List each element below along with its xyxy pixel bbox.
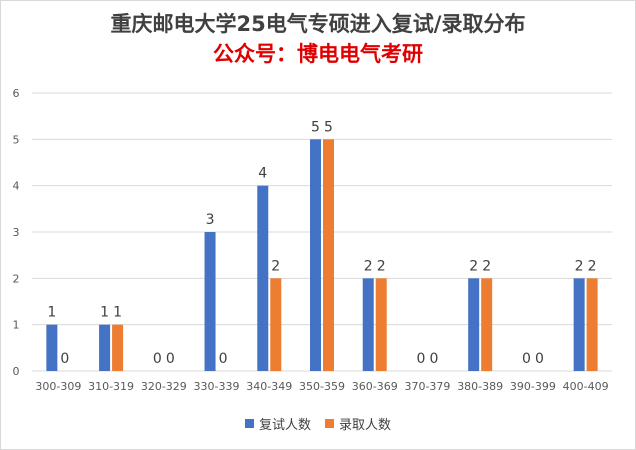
bar-admitted: [375, 278, 387, 371]
y-tick-label: 2: [13, 272, 20, 285]
data-label: 2: [575, 258, 584, 274]
x-tick-label: 350-359: [299, 380, 345, 393]
data-label: 1: [113, 305, 122, 321]
data-label: 4: [258, 166, 267, 182]
bar-applicants: [99, 324, 111, 371]
x-tick-label: 370-379: [404, 380, 450, 393]
x-tick-label: 380-389: [457, 380, 503, 393]
bar-applicants: [46, 324, 58, 371]
data-label: 0: [535, 351, 544, 367]
data-label: 0: [60, 351, 69, 367]
data-label: 1: [47, 305, 56, 321]
data-label: 1: [100, 305, 109, 321]
y-tick-label: 0: [13, 365, 20, 378]
bar-applicants: [362, 278, 374, 371]
data-label: 2: [377, 258, 386, 274]
legend-label-applicants: 复试人数: [258, 418, 311, 433]
bar-applicants: [468, 278, 480, 371]
bar-applicants: [310, 139, 321, 371]
bar-applicants: [257, 185, 269, 371]
data-label: 3: [206, 212, 215, 228]
data-label: 0: [153, 351, 162, 367]
bar-applicants: [204, 232, 216, 371]
data-label: 2: [588, 258, 597, 274]
legend-label-admitted: 录取人数: [339, 418, 392, 433]
legend-swatch-admitted: [325, 419, 334, 428]
x-tick-label: 390-399: [510, 380, 556, 393]
bar-admitted: [323, 139, 334, 371]
y-tick-label: 4: [13, 180, 20, 193]
x-tick-label: 400-409: [563, 380, 609, 393]
data-label: 0: [522, 351, 531, 367]
bar-applicants: [573, 278, 585, 371]
x-tick-label: 320-329: [141, 380, 187, 393]
data-label: 0: [429, 351, 438, 367]
bar-admitted: [112, 324, 124, 371]
data-label: 5: [311, 119, 320, 135]
data-label: 0: [416, 351, 425, 367]
x-tick-label: 310-319: [88, 380, 134, 393]
data-label: 2: [364, 258, 373, 274]
data-label: 0: [166, 351, 175, 367]
x-tick-label: 340-349: [246, 380, 292, 393]
x-tick-label: 300-309: [35, 380, 81, 393]
chart-subtitle: 公众号：博电电气考研: [213, 42, 423, 66]
x-tick-label: 330-339: [194, 380, 240, 393]
legend-item-applicants: 复试人数: [244, 414, 311, 433]
data-label: 5: [324, 119, 333, 135]
legend: 复试人数 录取人数: [0, 414, 636, 433]
legend-item-admitted: 录取人数: [325, 414, 391, 433]
chart-title: 重庆邮电大学25电气专硕进入复试/录取分布: [110, 12, 526, 36]
y-tick-label: 6: [13, 87, 20, 100]
data-label: 2: [271, 258, 280, 274]
y-tick-label: 3: [13, 226, 20, 239]
bar-admitted: [586, 278, 598, 371]
y-tick-label: 5: [13, 133, 20, 146]
y-tick-label: 1: [13, 319, 20, 332]
bar-admitted: [481, 278, 493, 371]
legend-swatch-applicants: [244, 419, 254, 428]
data-label: 2: [482, 258, 491, 274]
data-label: 2: [469, 258, 478, 274]
data-label: 0: [219, 351, 228, 367]
x-tick-label: 360-369: [352, 380, 398, 393]
bar-admitted: [270, 278, 282, 371]
